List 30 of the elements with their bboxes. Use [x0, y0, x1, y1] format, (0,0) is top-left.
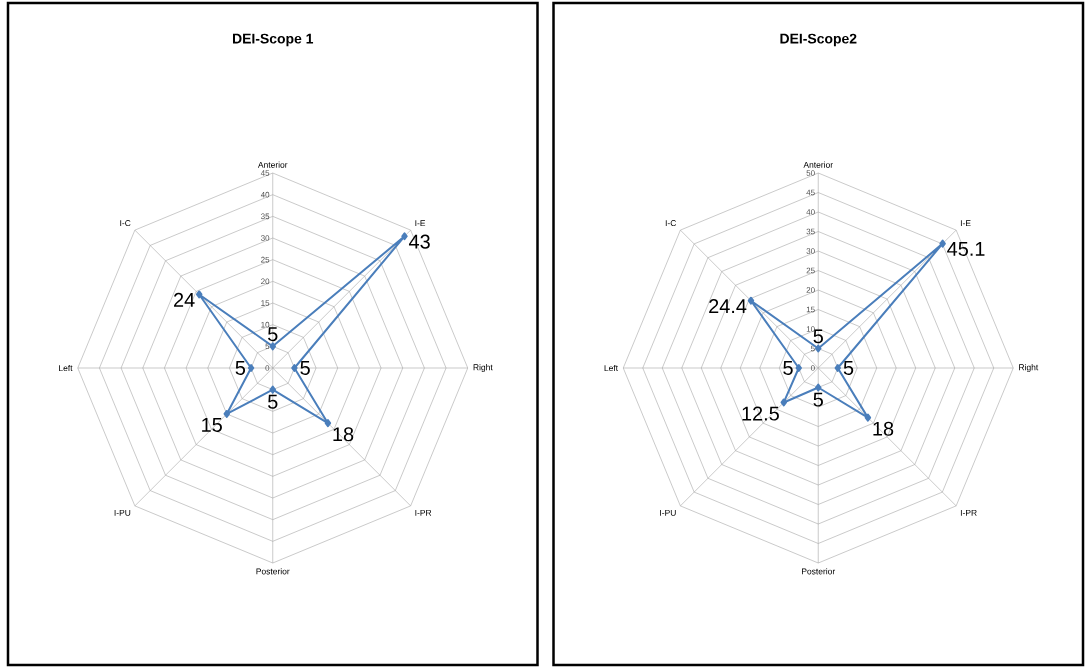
- data-label: 18: [333, 427, 354, 442]
- spoke-label: Posterior: [802, 568, 836, 575]
- chart-title: DEI-Scope 1: [233, 33, 314, 47]
- data-label: 18: [873, 421, 894, 436]
- spoke-label: Right: [473, 364, 493, 372]
- spoke-label: Anterior: [257, 161, 288, 168]
- spoke-label: I-E: [960, 220, 971, 227]
- data-label: 5: [843, 361, 854, 375]
- spoke-label: Right: [1019, 364, 1039, 372]
- data-label: 24.4: [709, 299, 747, 313]
- data-label: 45.1: [947, 242, 985, 256]
- spoke-label: I-PU: [114, 509, 131, 516]
- data-label: 15: [202, 417, 222, 432]
- spoke-label: I-C: [665, 220, 677, 227]
- data-label: 12.5: [742, 406, 779, 421]
- spoke-label: I-PR: [960, 509, 977, 516]
- spoke-label: I-C: [120, 220, 131, 227]
- spoke-label: I-PU: [660, 509, 676, 516]
- spoke-label: Anterior: [803, 161, 833, 168]
- data-label: 5: [783, 361, 793, 375]
- spoke-label: Left: [59, 364, 73, 372]
- data-label: 24: [174, 292, 195, 307]
- data-label: 43: [408, 234, 430, 249]
- spoke-label: I-E: [415, 220, 426, 227]
- spoke-label: I-PR: [415, 509, 432, 516]
- spoke-label: Posterior: [256, 568, 290, 575]
- chart-title: DEI-Scope2: [780, 33, 857, 47]
- data-label: 5: [300, 361, 310, 375]
- spoke-label: Left: [604, 364, 618, 372]
- data-label: 5: [235, 361, 246, 375]
